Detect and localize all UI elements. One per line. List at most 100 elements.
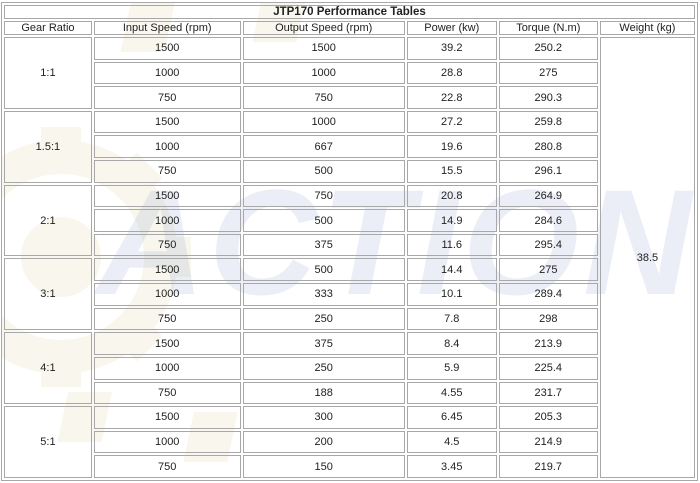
header-torque: Torque (N.m) xyxy=(498,21,598,35)
header-input-speed: Input Speed (rpm) xyxy=(93,21,241,35)
power-cell: 4.5 xyxy=(406,430,497,454)
table-row: 750 188 4.55 231.7 xyxy=(4,381,695,405)
torque-cell: 219.7 xyxy=(498,455,598,478)
power-cell: 14.9 xyxy=(406,209,497,232)
torque-cell: 264.9 xyxy=(498,184,598,208)
table-row: 1000 667 19.6 280.8 xyxy=(4,135,695,159)
table-row: 1000 250 5.9 225.4 xyxy=(4,356,695,380)
power-cell: 3.45 xyxy=(406,455,497,478)
output-speed-cell: 333 xyxy=(242,283,405,306)
table-row: 1000 1000 28.8 275 xyxy=(4,61,695,85)
input-speed-cell: 1000 xyxy=(93,356,241,380)
torque-cell: 284.6 xyxy=(498,209,598,232)
torque-cell: 275 xyxy=(498,258,598,282)
output-speed-cell: 1000 xyxy=(242,61,405,85)
input-speed-cell: 750 xyxy=(93,160,241,183)
gear-ratio-cell: 3:1 xyxy=(4,258,92,331)
output-speed-cell: 375 xyxy=(242,233,405,257)
input-speed-cell: 750 xyxy=(93,455,241,478)
gear-ratio-cell: 4:1 xyxy=(4,332,92,405)
torque-cell: 289.4 xyxy=(498,283,598,306)
table-row: 750 500 15.5 296.1 xyxy=(4,160,695,183)
header-power: Power (kw) xyxy=(406,21,497,35)
table-row: 750 150 3.45 219.7 xyxy=(4,455,695,478)
table-row: 1:1 1500 1500 39.2 250.2 38.5 xyxy=(4,37,695,478)
table-row: 1000 200 4.5 214.9 xyxy=(4,430,695,454)
output-speed-cell: 188 xyxy=(242,381,405,405)
table-row: 1.5:1 1500 1000 27.2 259.8 xyxy=(4,110,695,183)
power-cell: 27.2 xyxy=(406,110,497,134)
output-speed-cell: 750 xyxy=(242,184,405,208)
output-speed-cell: 375 xyxy=(242,332,405,355)
torque-cell: 296.1 xyxy=(498,160,598,183)
input-speed-cell: 750 xyxy=(93,233,241,257)
table-row: 1000 333 10.1 289.4 xyxy=(4,283,695,306)
power-cell: 20.8 xyxy=(406,184,497,208)
output-speed-cell: 150 xyxy=(242,455,405,478)
output-speed-cell: 1000 xyxy=(242,110,405,134)
table-row: 750 750 22.8 290.3 xyxy=(4,86,695,109)
input-speed-cell: 1000 xyxy=(93,209,241,232)
power-cell: 5.9 xyxy=(406,356,497,380)
gear-ratio-cell: 5:1 xyxy=(4,406,92,478)
output-speed-cell: 667 xyxy=(242,135,405,159)
table-row: 750 375 11.6 295.4 xyxy=(4,233,695,257)
input-speed-cell: 1500 xyxy=(93,406,241,429)
input-speed-cell: 1500 xyxy=(93,184,241,208)
power-cell: 8.4 xyxy=(406,332,497,355)
output-speed-cell: 500 xyxy=(242,258,405,282)
table-row: 4:1 1500 375 8.4 213.9 xyxy=(4,332,695,405)
input-speed-cell: 1000 xyxy=(93,283,241,306)
torque-cell: 290.3 xyxy=(498,86,598,109)
header-weight: Weight (kg) xyxy=(599,21,695,35)
power-cell: 10.1 xyxy=(406,283,497,306)
output-speed-cell: 750 xyxy=(242,86,405,109)
output-speed-cell: 1500 xyxy=(242,37,405,60)
power-cell: 4.55 xyxy=(406,381,497,405)
input-speed-cell: 1000 xyxy=(93,430,241,454)
power-cell: 11.6 xyxy=(406,233,497,257)
output-speed-cell: 200 xyxy=(242,430,405,454)
gear-ratio-cell: 2:1 xyxy=(4,184,92,257)
input-speed-cell: 750 xyxy=(93,381,241,405)
table-title: JTP170 Performance Tables xyxy=(4,5,695,19)
gear-ratio-cell: 1.5:1 xyxy=(4,110,92,183)
header-gear-ratio: Gear Ratio xyxy=(4,21,92,35)
input-speed-cell: 750 xyxy=(93,86,241,109)
gear-ratio-cell: 1:1 xyxy=(4,37,92,109)
input-speed-cell: 1500 xyxy=(93,37,241,60)
torque-cell: 250.2 xyxy=(498,37,598,60)
input-speed-cell: 1000 xyxy=(93,61,241,85)
table-row: 2:1 1500 750 20.8 264.9 xyxy=(4,184,695,257)
table-row: 750 250 7.8 298 xyxy=(4,307,695,331)
table-row: 5:1 1500 300 6.45 205.3 xyxy=(4,406,695,478)
torque-cell: 259.8 xyxy=(498,110,598,134)
torque-cell: 231.7 xyxy=(498,381,598,405)
output-speed-cell: 250 xyxy=(242,307,405,331)
input-speed-cell: 750 xyxy=(93,307,241,331)
input-speed-cell: 1500 xyxy=(93,110,241,134)
output-speed-cell: 500 xyxy=(242,160,405,183)
weight-cell: 38.5 xyxy=(599,37,695,478)
torque-cell: 205.3 xyxy=(498,406,598,429)
table-row: 1000 500 14.9 284.6 xyxy=(4,209,695,232)
output-speed-cell: 500 xyxy=(242,209,405,232)
torque-cell: 295.4 xyxy=(498,233,598,257)
power-cell: 15.5 xyxy=(406,160,497,183)
power-cell: 28.8 xyxy=(406,61,497,85)
power-cell: 39.2 xyxy=(406,37,497,60)
input-speed-cell: 1000 xyxy=(93,135,241,159)
torque-cell: 214.9 xyxy=(498,430,598,454)
torque-cell: 225.4 xyxy=(498,356,598,380)
output-speed-cell: 250 xyxy=(242,356,405,380)
power-cell: 6.45 xyxy=(406,406,497,429)
torque-cell: 280.8 xyxy=(498,135,598,159)
input-speed-cell: 1500 xyxy=(93,258,241,282)
torque-cell: 275 xyxy=(498,61,598,85)
power-cell: 14.4 xyxy=(406,258,497,282)
table-row: 3:1 1500 500 14.4 275 xyxy=(4,258,695,331)
torque-cell: 298 xyxy=(498,307,598,331)
torque-cell: 213.9 xyxy=(498,332,598,355)
